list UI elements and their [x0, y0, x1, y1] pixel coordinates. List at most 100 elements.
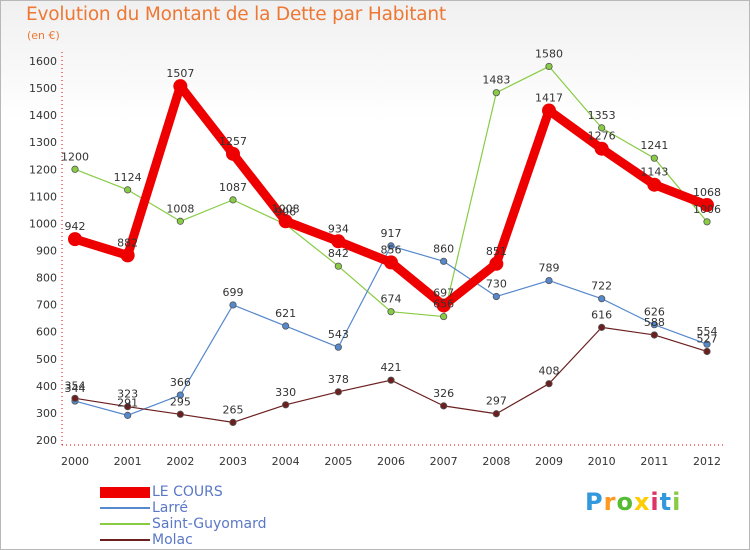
data-point-molac [650, 331, 658, 339]
data-point-larre [598, 295, 606, 303]
data-point-larre [334, 343, 342, 351]
legend-swatch-le-cours [100, 487, 150, 498]
data-point-le-cours [331, 234, 346, 249]
data-point-larre [703, 340, 711, 348]
y-axis-unit: (en €) [27, 29, 60, 42]
data-label-le-cours: 1143 [640, 166, 668, 179]
data-point-le-cours [120, 248, 135, 263]
x-tick-label: 2002 [166, 455, 194, 468]
data-label-larre: 366 [170, 376, 191, 389]
data-point-molac [492, 410, 500, 418]
x-tick-label: 2008 [482, 455, 510, 468]
x-tick-label: 2003 [219, 455, 247, 468]
data-point-larre [387, 242, 395, 250]
y-tick-label: 900 [36, 245, 57, 258]
data-label-saint-guyomard: 1241 [640, 139, 668, 152]
data-label-le-cours: 1008 [272, 202, 300, 215]
data-label-larre: 860 [433, 242, 454, 255]
data-label-le-cours: 1507 [166, 67, 194, 80]
logo-letter: P [585, 488, 604, 516]
x-tick-label: 2000 [61, 455, 89, 468]
data-point-molac [598, 323, 606, 331]
logo-letter: i [650, 488, 660, 516]
x-tick-label: 2001 [114, 455, 142, 468]
x-tick-label: 2012 [693, 455, 721, 468]
data-label-molac: 588 [644, 316, 665, 329]
data-point-saint-guyomard [598, 124, 606, 132]
data-point-le-cours [700, 198, 714, 213]
data-point-saint-guyomard [650, 154, 658, 162]
data-label-le-cours: 1068 [693, 186, 721, 199]
logo-letter: r [603, 488, 617, 516]
data-label-larre: 722 [591, 280, 612, 293]
x-tick-label: 2005 [324, 455, 352, 468]
data-point-molac [387, 376, 395, 384]
data-point-larre [440, 257, 448, 265]
data-point-molac [282, 401, 290, 409]
data-label-larre: 291 [117, 396, 138, 409]
data-label-larre: 626 [644, 306, 665, 319]
data-label-molac: 408 [539, 365, 560, 378]
data-point-molac [124, 403, 132, 411]
legend-label-le-cours: LE COURS [152, 484, 223, 500]
legend-swatch-saint-guyomard [100, 523, 150, 525]
data-label-le-cours: 882 [117, 236, 138, 249]
data-label-molac: 265 [223, 403, 244, 416]
y-tick-label: 200 [36, 434, 57, 447]
data-point-saint-guyomard [492, 89, 500, 97]
data-point-saint-guyomard [387, 308, 395, 316]
data-point-larre [492, 292, 500, 301]
data-point-larre [176, 391, 184, 399]
legend-label-molac: Molac [152, 532, 193, 548]
data-label-saint-guyomard: 1006 [693, 203, 721, 216]
data-label-larre: 554 [697, 325, 718, 338]
data-label-le-cours: 934 [328, 222, 349, 235]
series-line-larre [74, 245, 708, 416]
data-point-molac [703, 347, 711, 356]
data-label-saint-guyomard: 1483 [482, 74, 510, 87]
logo-letter: x [633, 488, 651, 516]
legend-item-larre: Larré [100, 500, 400, 516]
data-point-le-cours [436, 298, 451, 313]
y-tick-label: 1100 [29, 190, 57, 203]
legend: LE COURS Larré Saint-Guyomard Molac [100, 484, 400, 548]
data-point-larre [545, 276, 553, 285]
proxiti-logo: Proxiti [585, 488, 681, 516]
legend-label-larre: Larré [152, 500, 188, 516]
logo-letter: i [672, 488, 682, 516]
data-label-saint-guyomard: 1087 [219, 181, 247, 194]
data-point-le-cours [68, 232, 82, 247]
data-point-molac [545, 380, 553, 388]
legend-swatch-molac [100, 539, 150, 541]
data-point-larre [650, 321, 658, 329]
data-point-saint-guyomard [545, 62, 553, 71]
data-label-molac: 421 [381, 361, 402, 374]
y-tick-label: 300 [36, 407, 57, 420]
data-label-saint-guyomard: 1124 [114, 171, 142, 184]
data-label-saint-guyomard: 1200 [61, 150, 89, 163]
data-point-saint-guyomard [124, 186, 132, 194]
y-tick-label: 600 [36, 326, 57, 339]
data-label-molac: 378 [328, 373, 349, 386]
legend-swatch-larre [100, 507, 150, 509]
data-point-larre [124, 411, 132, 419]
y-tick-label: 1000 [29, 217, 57, 230]
data-label-saint-guyomard: 674 [381, 293, 402, 306]
x-tick-label: 2004 [272, 455, 300, 468]
x-tick-label: 2007 [430, 455, 458, 468]
data-label-saint-guyomard: 1353 [588, 109, 616, 122]
data-point-molac [229, 418, 237, 427]
data-label-le-cours: 697 [433, 286, 454, 299]
y-tick-label: 500 [36, 353, 57, 366]
data-point-saint-guyomard [334, 262, 342, 270]
data-label-molac: 295 [170, 395, 191, 408]
data-label-molac: 326 [433, 387, 454, 400]
data-label-molac: 297 [486, 395, 507, 408]
logo-letter: t [659, 488, 673, 516]
data-point-saint-guyomard [703, 218, 711, 226]
logo-letter: o [616, 488, 634, 516]
data-point-larre [282, 322, 290, 330]
y-tick-label: 1200 [29, 163, 57, 176]
